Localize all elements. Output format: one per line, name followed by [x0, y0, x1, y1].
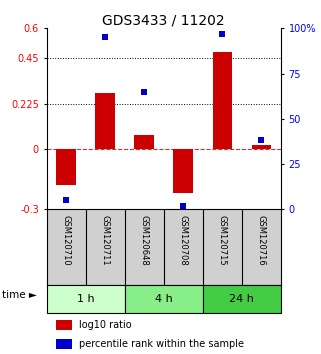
Bar	[134, 135, 154, 149]
Text: log10 ratio: log10 ratio	[79, 320, 132, 330]
Text: GSM120715: GSM120715	[218, 215, 227, 266]
Point	[64, 197, 69, 203]
Text: 1 h: 1 h	[77, 294, 94, 304]
Bar	[203, 285, 281, 313]
Point	[102, 35, 108, 40]
Text: percentile rank within the sample: percentile rank within the sample	[79, 339, 244, 349]
Bar	[47, 285, 125, 313]
Point	[259, 138, 264, 143]
Point	[220, 31, 225, 36]
Text: 24 h: 24 h	[230, 294, 254, 304]
Text: GSM120708: GSM120708	[179, 215, 188, 266]
Bar	[213, 52, 232, 149]
Point	[181, 203, 186, 209]
Bar	[95, 93, 115, 149]
Bar	[125, 285, 203, 313]
Bar	[56, 149, 76, 185]
Text: time ►: time ►	[2, 290, 37, 300]
Text: GSM120710: GSM120710	[62, 215, 71, 266]
Title: GDS3433 / 11202: GDS3433 / 11202	[102, 13, 225, 27]
Bar	[56, 320, 72, 330]
Text: 4 h: 4 h	[155, 294, 173, 304]
Bar	[252, 145, 271, 149]
Text: GSM120711: GSM120711	[100, 215, 110, 266]
Text: GSM120648: GSM120648	[140, 215, 149, 266]
Bar	[56, 339, 72, 349]
Bar	[173, 149, 193, 193]
Point	[142, 89, 147, 95]
Text: GSM120716: GSM120716	[257, 215, 266, 266]
